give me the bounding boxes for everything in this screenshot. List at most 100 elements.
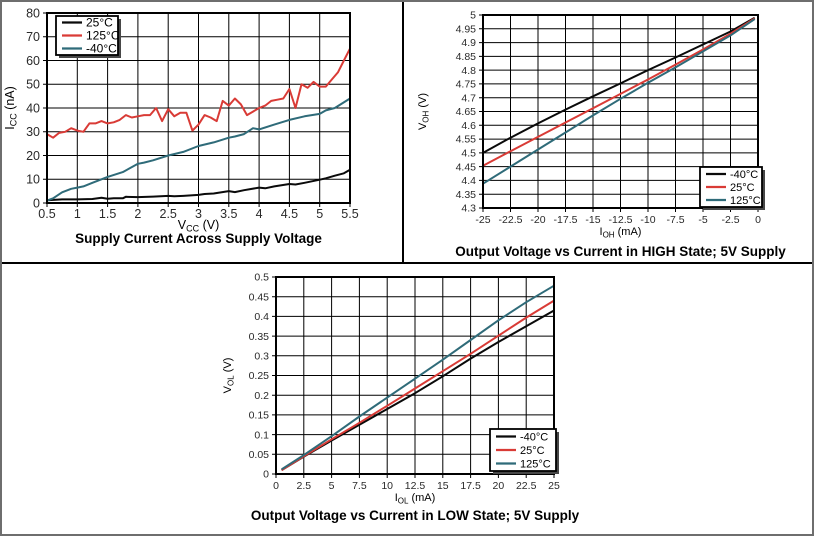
y-tick-label: 20 [26,149,40,163]
y-tick-label: 0.45 [249,291,270,303]
x-tick-label: 25 [548,480,560,492]
y-tick-label: 70 [26,30,40,44]
legend-label: 25°C [730,182,755,194]
y-tick-label: 0.25 [249,370,270,382]
vol-vs-iol-chart: 0 2.5 5 7.5 10 12.5 15 17.5 20 22.5 25 0 0.05 0.1 0.15… [222,272,560,506]
legend-label: -40°C [520,431,548,443]
y-tick-label: 4.7 [461,92,476,104]
y-axis-label: VOL (V) [222,358,236,394]
tick-labels: -25 -22.5 -20 -17.5 -15 -12.5 -10 -7.5 -5 -2.5 0 4.… [456,10,762,226]
y-tick-label: 4.85 [456,51,477,63]
tick-labels: 0.5 1 1.5 2 2.5 3 3.5 4 4.5 5 5.5 0 10 20 30 40 50 60 70 80 [26,6,359,221]
x-tick-label: -5 [698,214,707,226]
y-tick-label: 0.5 [254,272,269,284]
x-tick-label: 0 [273,480,279,492]
y-tick-label: 4.55 [456,134,477,146]
x-tick-label: -22.5 [499,214,523,226]
voh-high-state-panel: -25 -22.5 -20 -17.5 -15 -12.5 -10 -7.5 -5 -2.5 0 4.… [404,2,812,262]
y-tick-label: 60 [26,54,40,68]
y-tick-label: 0.15 [249,410,270,422]
x-tick-label: 5 [329,480,335,492]
y-tick-label: 0.4 [254,311,269,323]
y-tick-label: 5 [470,10,476,22]
vol-low-state-panel: 0 2.5 5 7.5 10 12.5 15 17.5 20 22.5 25 0 0.05 0.1 0.15… [2,264,812,534]
legend-label: 125°C [86,29,120,43]
legend-label: 125°C [730,195,761,207]
supply-current-chart-title: Supply Current Across Supply Voltage [75,231,322,246]
x-tick-label: 2.5 [296,480,311,492]
x-tick-label: -25 [475,214,490,226]
x-tick-label: 2 [134,207,141,221]
y-tick-label: 10 [26,173,40,187]
x-tick-label: 20 [493,480,505,492]
y-tick-label: 0.35 [249,331,270,343]
legend-label: 125°C [520,458,551,470]
y-tick-label: 0 [263,469,269,481]
legend-label: 25°C [520,445,545,457]
x-tick-label: 5 [316,207,323,221]
series-line--40C [482,16,756,154]
voh-vs-ioh-chart: -25 -22.5 -20 -17.5 -15 -12.5 -10 -7.5 -5 -2.5 0 4.… [417,10,765,240]
y-tick-label: 4.45 [456,161,477,173]
x-tick-label: -15 [585,214,600,226]
x-tick-label: 1 [74,207,81,221]
x-tick-label: 10 [381,480,393,492]
x-tick-label: 0 [755,214,761,226]
y-tick-label: 30 [26,125,40,139]
x-tick-label: 5.5 [341,207,358,221]
y-tick-label: 4.35 [456,189,477,201]
x-axis-label: VCC (V) [178,218,219,234]
y-tick-label: 4.4 [461,175,476,187]
x-tick-label: -2.5 [721,214,739,226]
supply-current-panel: 0.5 1 1.5 2 2.5 3 3.5 4 4.5 5 5.5 0 10 20 30 40 50 60 70 80… [2,2,404,262]
x-tick-label: 4 [256,207,263,221]
series-line--40C [46,97,351,202]
y-tick-label: 0.1 [254,429,269,441]
x-axis-label: IOL (mA) [395,492,436,506]
series-lines [482,16,756,185]
legend-label: -40°C [86,42,117,56]
legend-label: 25°C [86,16,113,30]
series-line-125C [46,48,351,139]
series-lines [281,284,555,471]
vol-vs-iol-chart-title: Output Voltage vs Current in LOW State; … [250,508,580,523]
y-tick-label: 80 [26,6,40,20]
x-tick-label: 4.5 [281,207,298,221]
panel-divider-horizontal [2,262,812,264]
x-tick-label: -7.5 [666,214,684,226]
x-axis-label: IOH (mA) [600,226,642,240]
tick-labels: 0 2.5 5 7.5 10 12.5 15 17.5 20 22.5 25 0 0.05 0.1 0.15… [249,272,560,492]
y-tick-label: 40 [26,101,40,115]
x-tick-label: -17.5 [554,214,578,226]
series-line-125C [482,18,756,185]
series-line-25C [482,17,756,167]
x-tick-label: -12.5 [609,214,633,226]
y-tick-label: 0.2 [254,390,269,402]
y-tick-label: 0.05 [249,449,270,461]
y-tick-label: 4.9 [461,37,476,49]
panel-divider-vertical [402,2,404,264]
x-tick-label: 0.5 [38,207,55,221]
series-line-25C [281,299,555,471]
y-tick-label: 4.95 [456,23,477,35]
y-tick-label: 4.65 [456,106,477,118]
supply-current-chart: 0.5 1 1.5 2 2.5 3 3.5 4 4.5 5 5.5 0 10 20 30 40 50 60 70 80… [3,6,359,234]
y-tick-label: 4.3 [461,203,476,215]
x-tick-label: 17.5 [460,480,481,492]
x-tick-label: -20 [530,214,545,226]
series-line-25C [46,168,351,202]
series-lines [46,48,351,202]
legend-label: -40°C [730,169,758,181]
x-tick-label: 3.5 [220,207,237,221]
y-tick-label: 0 [33,196,40,210]
y-tick-label: 4.8 [461,65,476,77]
series-line-125C [281,284,555,471]
x-tick-label: 2.5 [160,207,177,221]
y-tick-label: 4.5 [461,148,476,160]
x-tick-label: -10 [640,214,655,226]
x-tick-label: 1.5 [99,207,116,221]
y-tick-label: 50 [26,78,40,92]
y-tick-label: 4.75 [456,79,477,91]
